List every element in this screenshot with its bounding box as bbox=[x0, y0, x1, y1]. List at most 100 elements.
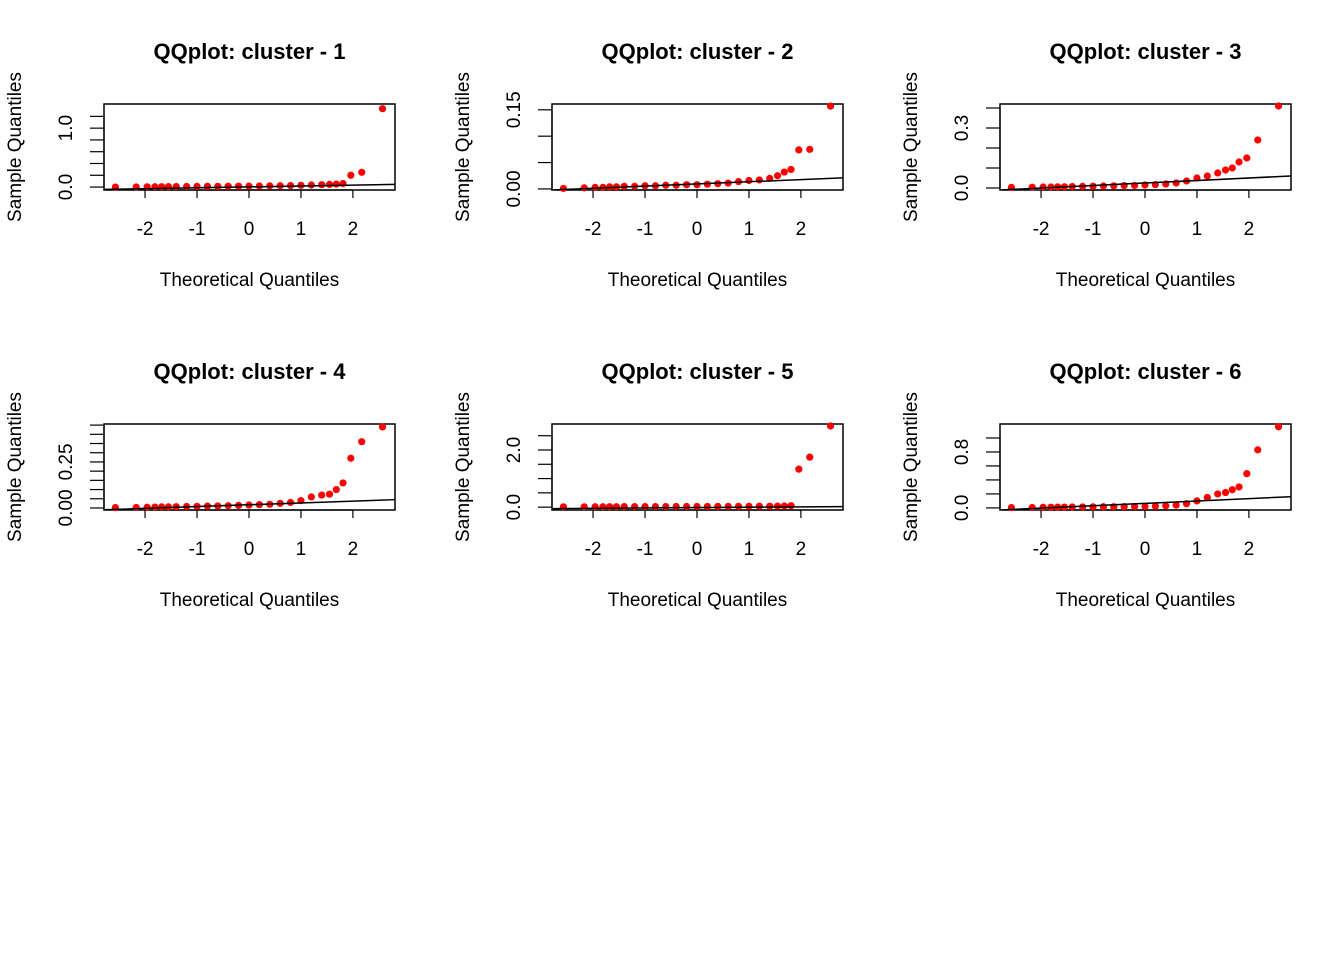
point bbox=[620, 503, 628, 511]
point bbox=[325, 180, 334, 189]
point bbox=[151, 503, 159, 511]
chart-title: QQplot: cluster - 4 bbox=[154, 359, 347, 384]
x-tick-label: 2 bbox=[348, 539, 359, 560]
point bbox=[214, 182, 222, 190]
point bbox=[224, 182, 232, 190]
point bbox=[806, 453, 814, 461]
x-tick-label: -1 bbox=[1085, 539, 1102, 560]
point bbox=[1151, 502, 1159, 510]
plot-frame bbox=[999, 103, 1292, 191]
point bbox=[132, 503, 140, 512]
point bbox=[1221, 166, 1230, 174]
point bbox=[193, 182, 201, 191]
point bbox=[1089, 503, 1097, 511]
chart-title: QQplot: cluster - 2 bbox=[602, 39, 794, 64]
point bbox=[158, 503, 166, 511]
point bbox=[1228, 164, 1236, 172]
reference-line bbox=[1000, 175, 1291, 190]
point bbox=[1214, 490, 1222, 498]
point bbox=[143, 503, 151, 511]
x-tick-label: -2 bbox=[137, 219, 154, 240]
y-tick-label: 0.0 bbox=[952, 175, 973, 201]
point bbox=[203, 182, 212, 190]
point bbox=[286, 498, 295, 507]
x-axis-title: Theoretical Quantiles bbox=[160, 270, 340, 291]
y-tick-label: 0.15 bbox=[504, 91, 525, 128]
x-tick-label: 0 bbox=[244, 539, 255, 560]
point bbox=[559, 184, 568, 193]
point bbox=[245, 182, 253, 190]
point bbox=[347, 171, 355, 179]
point bbox=[318, 181, 326, 189]
point bbox=[1162, 502, 1170, 510]
x-tick-label: 2 bbox=[796, 219, 807, 240]
chart-title: QQplot: cluster - 6 bbox=[1050, 359, 1242, 384]
point bbox=[755, 502, 763, 510]
point bbox=[183, 182, 191, 191]
x-tick-label: -2 bbox=[1033, 539, 1050, 560]
point bbox=[559, 503, 568, 511]
point bbox=[1243, 154, 1251, 162]
y-tick-label: 2.0 bbox=[504, 437, 525, 463]
point bbox=[806, 145, 814, 153]
point bbox=[591, 503, 599, 511]
point bbox=[1099, 182, 1108, 190]
point bbox=[1172, 501, 1180, 509]
point bbox=[358, 438, 366, 446]
point bbox=[378, 105, 387, 113]
point bbox=[164, 183, 173, 191]
chart-title: QQplot: cluster - 1 bbox=[154, 39, 346, 64]
y-axis-title: Sample Quantiles bbox=[901, 72, 922, 222]
point bbox=[1130, 502, 1139, 511]
x-tick-label: 0 bbox=[692, 539, 703, 560]
plot-frame bbox=[103, 423, 396, 511]
x-tick-label: 0 bbox=[244, 219, 255, 240]
x-tick-label: 0 bbox=[1140, 539, 1151, 560]
point bbox=[1235, 158, 1243, 166]
point bbox=[826, 422, 835, 430]
x-axis-title: Theoretical Quantiles bbox=[608, 590, 788, 611]
y-tick-label: 0.25 bbox=[56, 443, 77, 480]
point bbox=[358, 168, 366, 176]
point bbox=[703, 502, 711, 511]
point bbox=[1039, 183, 1047, 191]
point bbox=[773, 172, 782, 180]
point bbox=[1254, 136, 1262, 144]
point bbox=[1274, 423, 1283, 431]
point bbox=[1203, 493, 1211, 502]
reference-line bbox=[552, 505, 843, 510]
point bbox=[745, 502, 753, 510]
point bbox=[631, 503, 639, 511]
x-tick-label: -2 bbox=[137, 539, 154, 560]
point bbox=[1254, 446, 1262, 454]
reference-line bbox=[104, 498, 395, 510]
x-tick-label: -1 bbox=[189, 539, 206, 560]
point bbox=[172, 182, 180, 191]
point bbox=[307, 181, 315, 189]
reference-line bbox=[1000, 495, 1291, 510]
point bbox=[1228, 486, 1236, 494]
point bbox=[693, 181, 701, 189]
y-tick-label: 1.0 bbox=[56, 115, 77, 141]
point bbox=[734, 502, 743, 510]
point bbox=[1243, 470, 1251, 478]
x-tick-label: -1 bbox=[1085, 219, 1102, 240]
y-tick-label: 0.0 bbox=[56, 174, 77, 200]
point bbox=[780, 502, 788, 510]
y-tick-label: 0.00 bbox=[56, 489, 77, 526]
point bbox=[332, 485, 340, 494]
point bbox=[672, 502, 680, 511]
point bbox=[780, 168, 788, 176]
x-tick-label: 0 bbox=[1140, 219, 1151, 240]
point bbox=[332, 180, 340, 188]
x-tick-label: -2 bbox=[585, 539, 602, 560]
y-axis-title: Sample Quantiles bbox=[5, 392, 26, 542]
point bbox=[234, 182, 243, 190]
point bbox=[773, 502, 782, 510]
point bbox=[1214, 169, 1222, 177]
x-tick-label: 0 bbox=[692, 219, 703, 240]
x-tick-label: 1 bbox=[296, 219, 307, 240]
y-tick-label: 0.0 bbox=[952, 495, 973, 521]
y-tick-label: 0.3 bbox=[952, 115, 973, 141]
x-tick-label: 2 bbox=[796, 539, 807, 560]
